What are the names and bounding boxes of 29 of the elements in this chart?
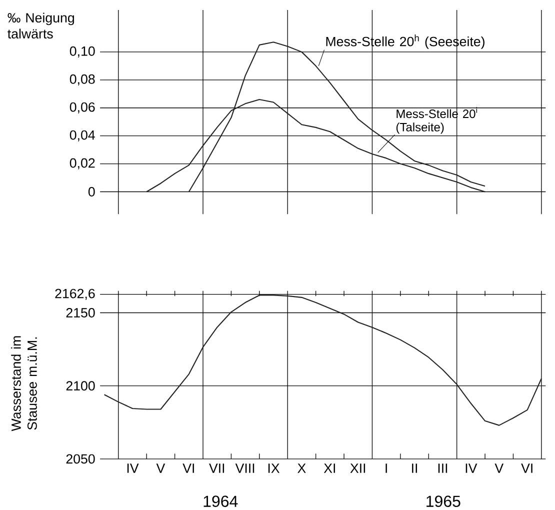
y-tick-label: 0,06 — [70, 102, 95, 114]
y-tick-label: 0,10 — [70, 46, 95, 58]
y-tick-label: 2100 — [66, 381, 95, 391]
x-tick-label: I — [386, 464, 387, 474]
y-axis-title: Wasserstand im Stausee m.ü.M. — [11, 336, 37, 432]
x-tick-label: VI — [521, 464, 532, 474]
y-tick-label: 2150 — [66, 308, 95, 318]
x-tick-label: V — [156, 464, 166, 474]
text: 1964 — [204, 496, 238, 508]
x-tick-label: IV — [127, 464, 139, 474]
x-tick-label: II — [412, 464, 417, 474]
x-tick-label: IV — [466, 464, 478, 474]
y-tick-label: 0,08 — [70, 74, 95, 86]
y-tick-label: 2162,6 — [55, 289, 95, 300]
x-tick-label: XII — [350, 464, 366, 474]
x-tick-label: III — [438, 464, 448, 474]
y-tick-label: 2050 — [66, 454, 95, 464]
y-tick-label: 0 — [88, 187, 95, 197]
x-tick-label: V — [494, 464, 504, 474]
text: 1965 — [426, 496, 460, 508]
y-tick-label: 0,02 — [70, 158, 95, 170]
y-axis-title: ‰ Neigung talwärts — [8, 12, 74, 39]
x-tick-label: XI — [324, 464, 335, 474]
y-tick-label: 0,04 — [70, 130, 95, 142]
x-tick-label: VI — [182, 464, 194, 474]
x-tick-label: IX — [268, 464, 280, 474]
x-tick-label: X — [298, 464, 306, 474]
x-tick-label: VII — [209, 464, 224, 474]
x-tick-label: VIII — [235, 464, 254, 474]
